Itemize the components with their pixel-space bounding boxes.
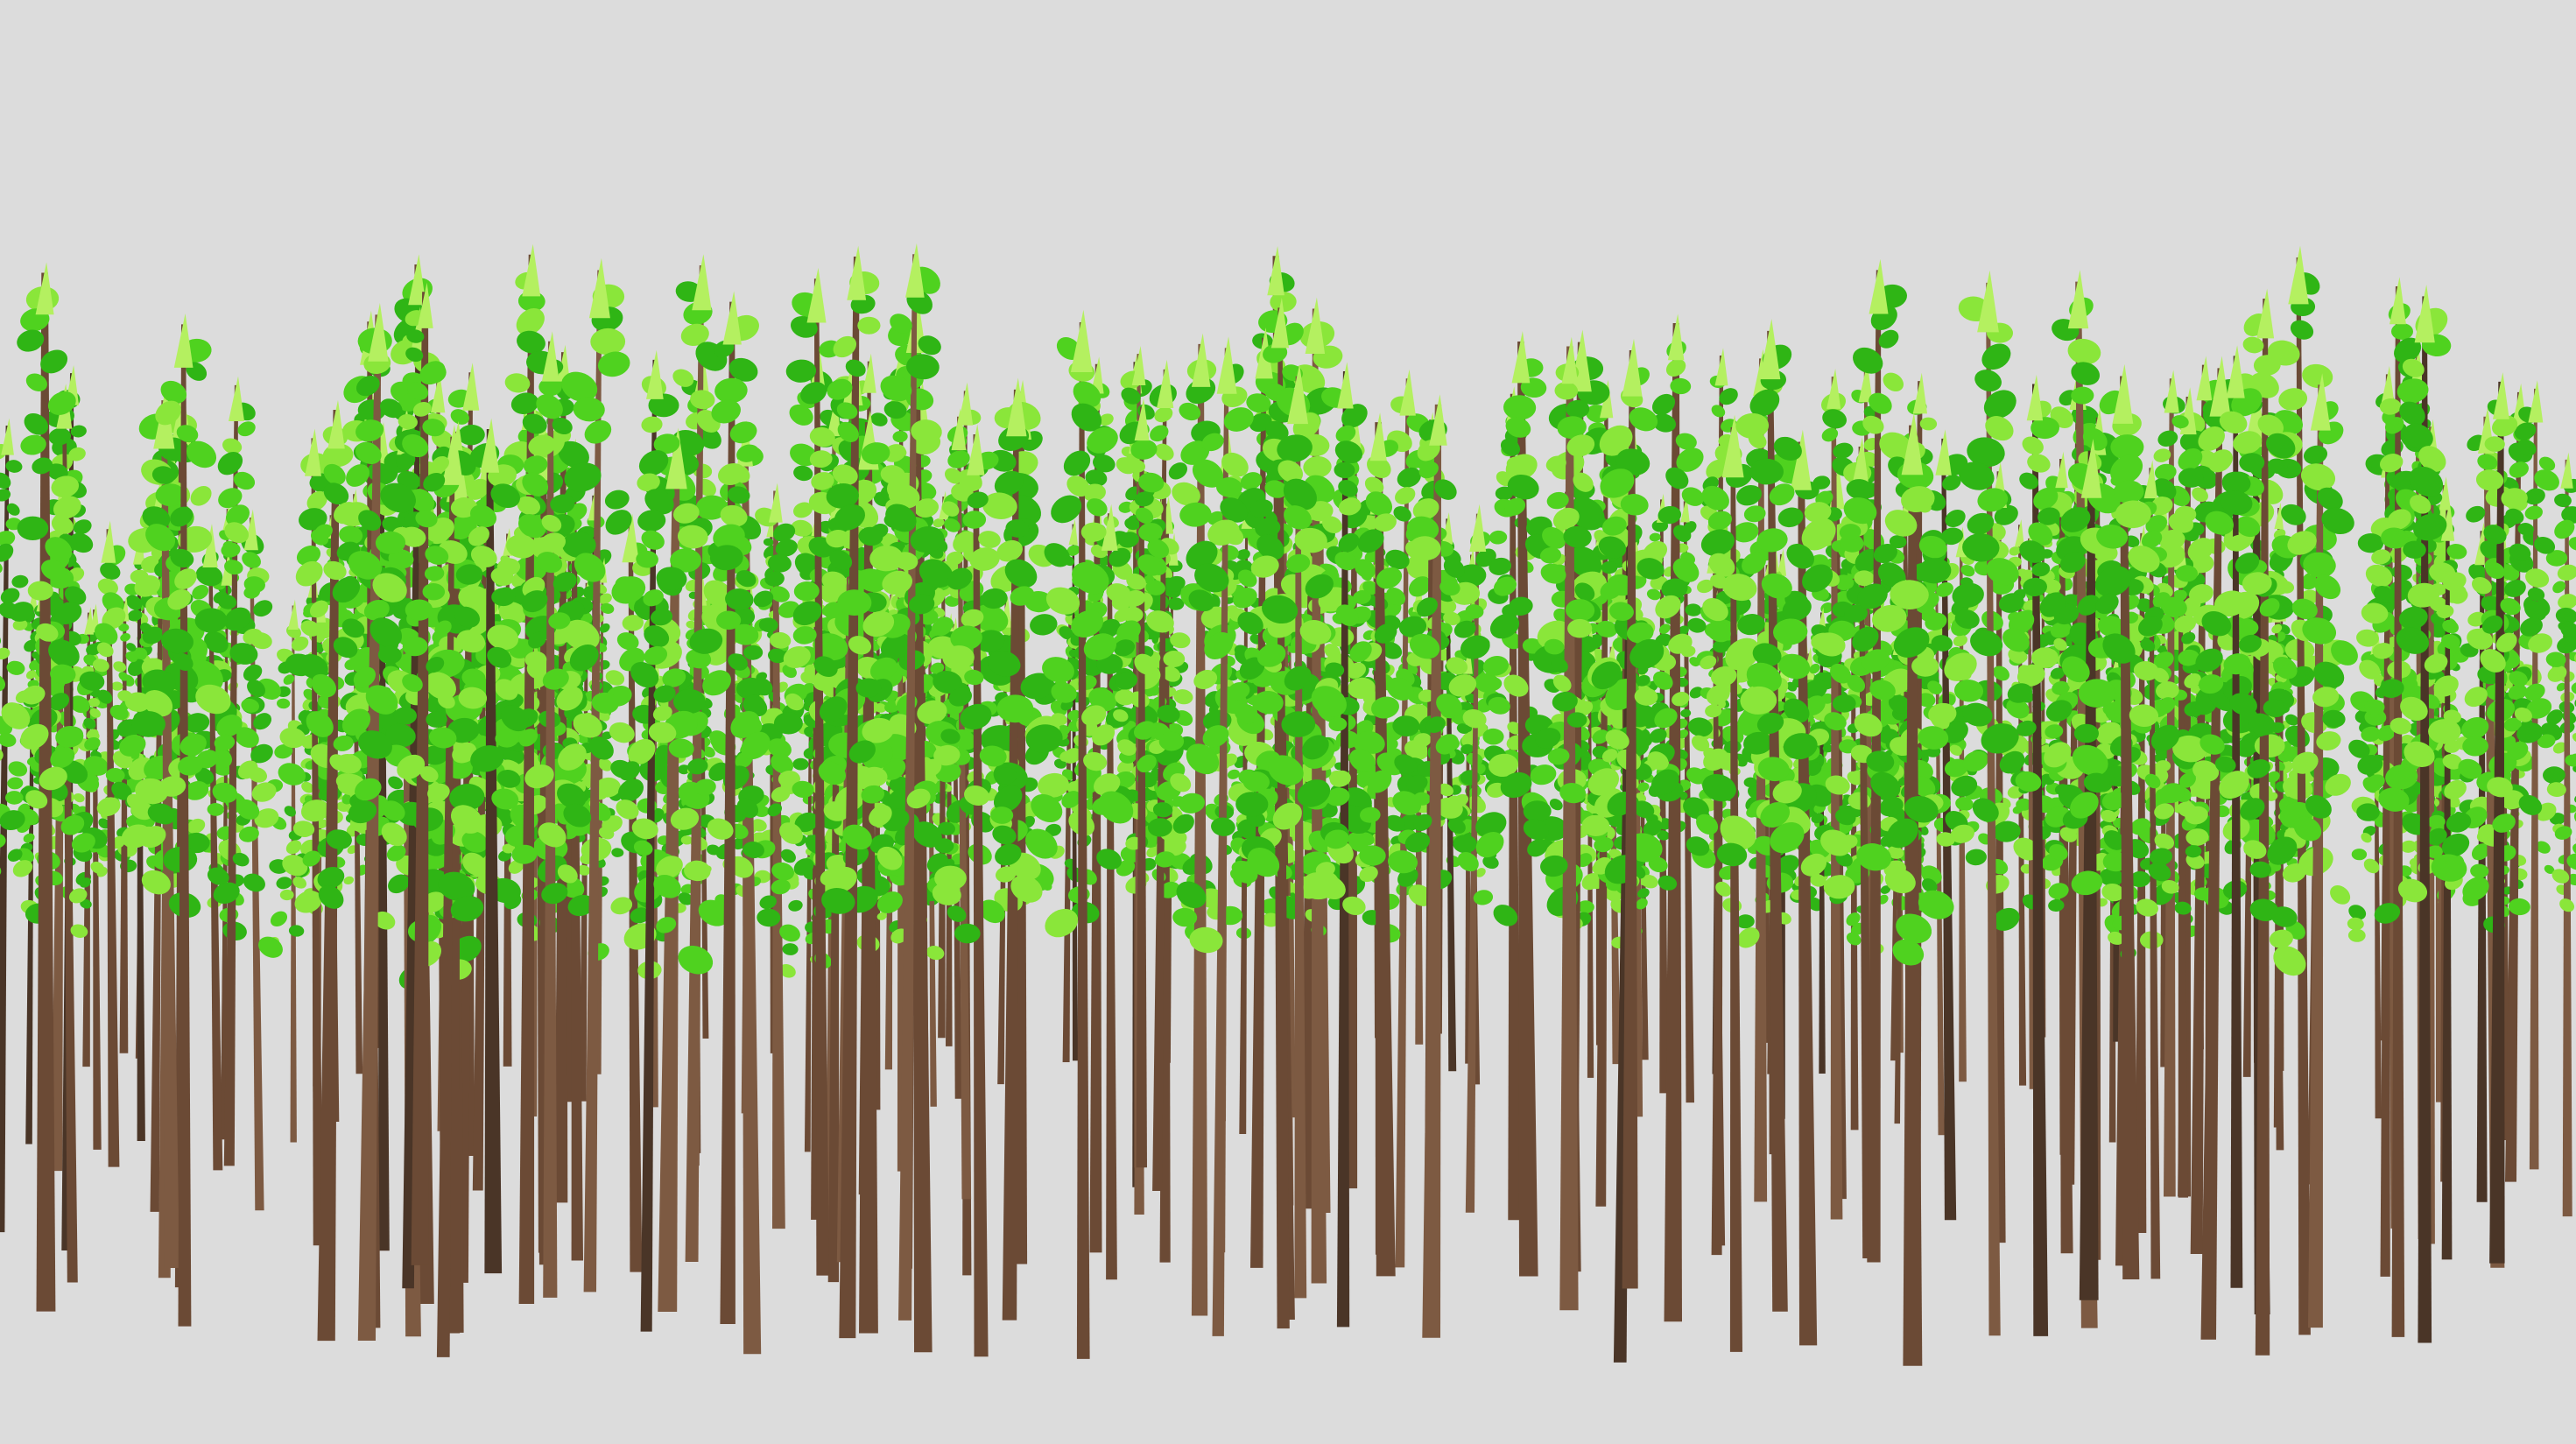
leaf-cluster — [126, 595, 143, 610]
leaf-cluster — [600, 602, 615, 614]
leaf-cluster — [678, 764, 691, 775]
tree-top — [2014, 519, 2024, 547]
leaf-cluster — [1658, 623, 1671, 635]
leaf-cluster — [2009, 546, 2021, 556]
leaf-cluster — [1227, 769, 1240, 779]
tree-top — [287, 599, 299, 630]
leaf-cluster — [602, 731, 613, 740]
leaf-cluster — [25, 670, 37, 680]
leaf-cluster — [277, 698, 291, 709]
leaf-cluster — [1846, 932, 1862, 946]
tree-trunk — [804, 651, 813, 1152]
leaf-cluster — [292, 877, 307, 889]
leaf-cluster — [1646, 588, 1661, 601]
leaf-cluster — [2157, 645, 2168, 654]
tree-top — [2274, 502, 2284, 530]
leaf-cluster — [1657, 830, 1670, 841]
leaf-cluster — [502, 843, 516, 854]
leaf-cluster — [1649, 532, 1661, 542]
leaf-cluster — [2348, 905, 2367, 920]
tree-trunk — [1062, 593, 1072, 1062]
leaf-cluster — [1880, 885, 1891, 894]
leaf-cluster — [1960, 565, 1975, 577]
leaf-cluster — [577, 864, 591, 876]
leaf-cluster — [270, 911, 288, 927]
leaf-cluster — [279, 889, 294, 901]
leaf-cluster — [288, 925, 305, 937]
leaf-cluster — [316, 819, 328, 829]
leaf-cluster — [283, 674, 295, 685]
leaf-cluster — [788, 899, 803, 912]
leaf-cluster — [599, 623, 610, 633]
leaf-cluster — [98, 818, 110, 829]
tree-trunk — [579, 582, 588, 1102]
leaf-cluster — [274, 743, 293, 759]
leaf-cluster — [276, 877, 292, 890]
leaf-cluster — [1475, 868, 1486, 877]
leaf-cluster — [1846, 912, 1861, 926]
leaf-cluster — [611, 848, 624, 857]
leaf-cluster — [2347, 917, 2364, 931]
leaf-cluster — [127, 659, 146, 676]
leaf-cluster — [1820, 602, 1833, 614]
leaf-cluster — [24, 639, 39, 652]
leaf-cluster — [1955, 796, 1974, 812]
leaf-cluster — [301, 781, 314, 793]
leaf-cluster — [2285, 714, 2299, 726]
leaf-cluster — [782, 943, 799, 955]
leaf-cluster — [2347, 928, 2366, 942]
leaf-cluster — [347, 845, 357, 855]
leaf-cluster — [1482, 856, 1499, 870]
tree-top — [1777, 548, 1787, 576]
leaf-cluster — [792, 757, 809, 771]
leaf-cluster — [2271, 623, 2283, 634]
leaf-cluster — [2363, 858, 2380, 874]
leaf-cluster — [284, 806, 296, 817]
leaf-cluster — [23, 833, 35, 843]
leaf-cluster — [1045, 823, 1062, 836]
leaf-cluster — [291, 636, 309, 652]
leaf-cluster — [599, 593, 612, 604]
leaf-cluster — [598, 758, 613, 771]
leaf-cluster — [343, 876, 355, 885]
leaf-cluster — [2351, 849, 2368, 861]
leaf-cluster — [1953, 635, 1967, 647]
leaf-cluster — [285, 840, 302, 855]
leaf-cluster — [127, 609, 143, 622]
leaf-cluster — [779, 964, 796, 978]
